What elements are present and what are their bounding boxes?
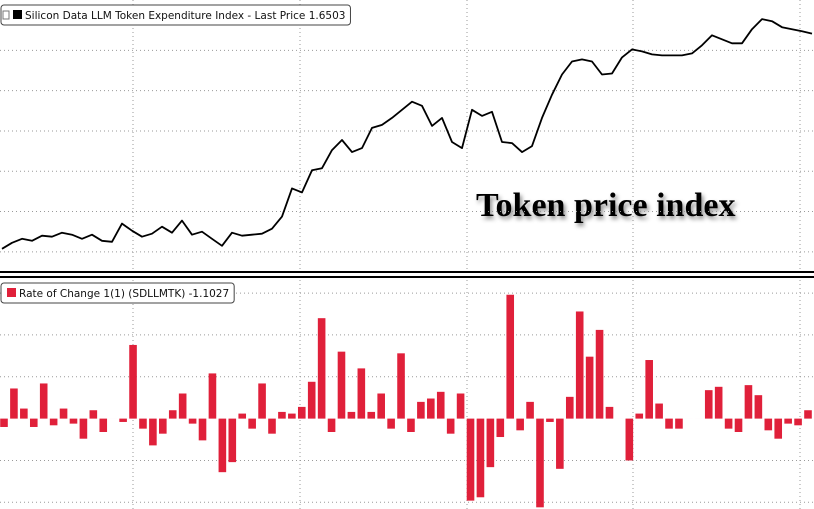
bar [675,418,683,429]
bar [496,418,505,438]
bar [724,418,733,429]
bar [198,418,207,441]
bar [377,393,385,419]
legend-label: Silicon Data LLM Token Expenditure Index… [25,10,345,22]
bar [635,413,644,419]
price-line [1,18,813,250]
bar [248,418,256,429]
bar [268,418,276,434]
bar [436,391,445,419]
legend-label: Rate of Change 1(1) (SDLLMTK) -1.1027 [19,288,229,300]
bar [69,418,78,424]
bar [476,418,485,498]
bar [456,393,465,419]
bar [516,418,524,431]
bar [526,401,534,419]
bar [774,418,783,439]
bar [387,418,395,429]
legend: Silicon Data LLM Token Expenditure Index… [0,4,351,26]
bar [258,383,266,419]
bar [605,406,614,419]
bar [367,411,376,419]
bar [625,418,634,461]
bar [417,401,425,419]
bar [218,418,227,473]
legend-frame [0,282,235,304]
bar [397,353,405,419]
bar [288,413,296,419]
bar [804,410,812,419]
bar [446,418,455,434]
bar [665,418,673,429]
bar [89,410,98,419]
bar [784,418,792,424]
bar [59,408,68,419]
bar [575,311,584,419]
bar [645,360,653,419]
bar [149,418,157,446]
bar [466,418,475,501]
bar [794,418,802,426]
legend-swatch [13,10,22,19]
bar [29,418,38,427]
bar [704,390,713,419]
bar [536,418,544,508]
bar [565,396,574,419]
bar [278,411,286,419]
bar [208,373,217,419]
bar [585,356,594,419]
bar [0,418,8,427]
bar [228,418,237,463]
bar [307,381,316,419]
time-grid [132,0,801,509]
bar [595,329,604,419]
bar [734,418,743,432]
legend: Rate of Change 1(1) (SDLLMTK) -1.1027 [0,282,235,304]
bar [188,418,197,424]
legend-swatch [7,288,16,297]
annotation: Token price index [476,187,735,224]
bar [317,318,326,419]
bar [168,410,177,419]
bar [655,403,663,419]
bar [129,344,137,419]
legend-bg [1,5,351,25]
bar [297,406,306,419]
bar [427,398,435,419]
bar [99,418,108,432]
bar [486,418,495,468]
bar [49,418,58,426]
bar [119,418,127,422]
bar [159,418,167,434]
bar [764,418,773,431]
bar [79,418,88,439]
legend-frame [0,4,351,26]
bar [337,351,346,419]
bar [407,418,415,432]
bar [39,383,48,419]
bar [506,294,515,419]
bar [238,413,247,419]
bar [556,418,564,469]
bar [357,368,366,419]
bar [10,388,18,419]
bar [714,386,723,419]
bar [178,393,187,419]
bar [327,418,336,432]
bar [546,418,554,422]
bar [744,385,753,419]
bar [754,395,763,419]
bar [139,418,147,429]
legend-icon [2,10,10,20]
bar [347,411,356,419]
bar [20,408,28,419]
legend-bg [1,283,235,303]
